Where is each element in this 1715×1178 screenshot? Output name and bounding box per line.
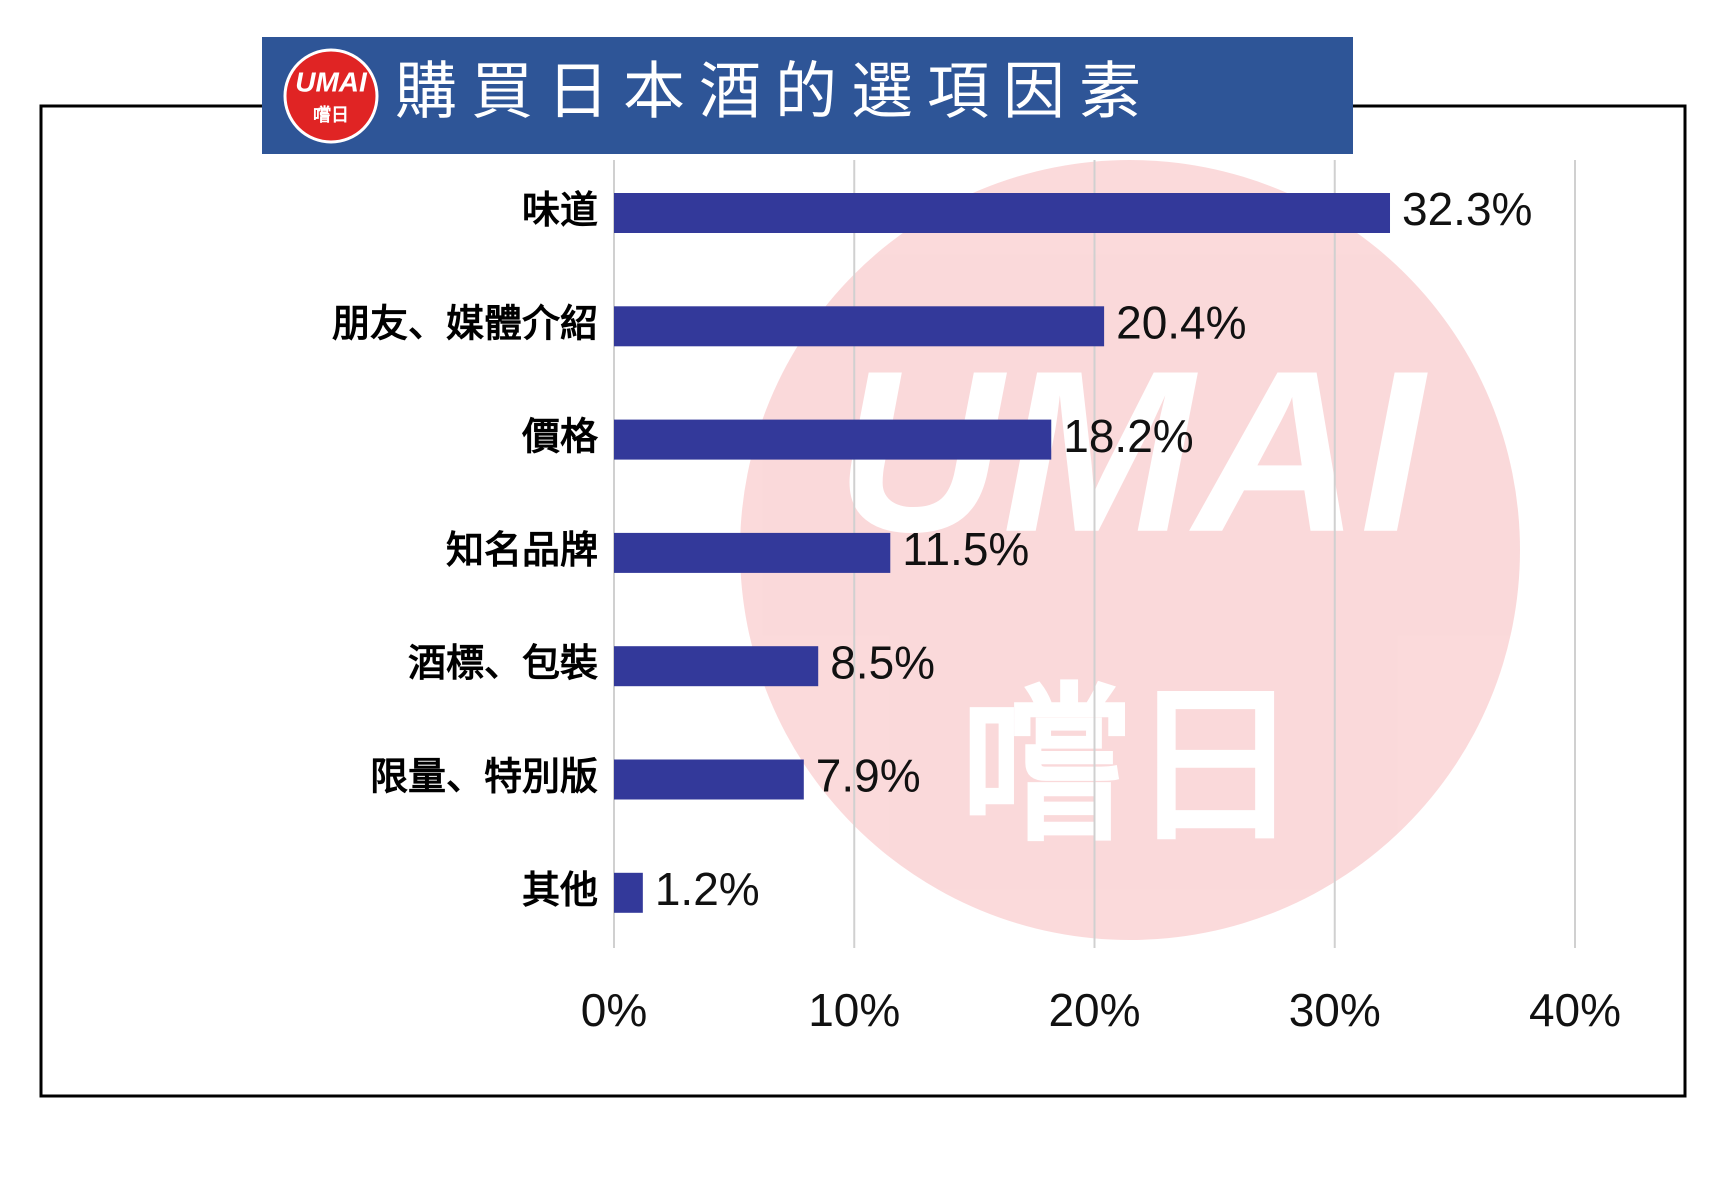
chart-frame (39, 104, 1687, 1098)
bar (614, 646, 819, 687)
data-label: 20.4% (1116, 296, 1246, 348)
data-label: 1.2% (655, 863, 760, 915)
bar (614, 532, 891, 573)
logo (283, 48, 379, 144)
x-tick-label: 20% (1048, 984, 1140, 1036)
data-label: 7.9% (816, 750, 921, 802)
x-tick-label: 0% (581, 984, 647, 1036)
data-label: 32.3% (1402, 183, 1532, 235)
watermark: UMAI 嚐日 (740, 160, 1520, 940)
data-label: 8.5% (830, 636, 935, 688)
data-label: 18.2% (1063, 410, 1193, 462)
bar (614, 872, 643, 913)
bar (614, 419, 1052, 460)
watermark-text: 嚐日 (960, 672, 1300, 862)
y-tick-label: 限量、特別版 (370, 757, 598, 799)
watermark-circle (740, 160, 1520, 940)
y-tick-label: 知名品牌 (446, 530, 598, 572)
y-tick-label: 價格 (521, 417, 599, 459)
y-tick-label: 味道 (522, 190, 598, 232)
bar (614, 759, 804, 800)
y-tick-label: 酒標、包裝 (408, 643, 598, 685)
x-tick-label: 30% (1289, 984, 1381, 1036)
logo-text: 嚐日 (313, 105, 349, 125)
chart-title: 購買日本酒的選項因素 (395, 57, 1155, 126)
bar (614, 193, 1391, 233)
logo-text: UMAI (295, 66, 368, 97)
y-tick-label: 其他 (522, 870, 598, 912)
title-banner (262, 37, 1353, 154)
y-tick-label: 朋友、媒體介紹 (332, 303, 598, 345)
x-tick-label: 40% (1529, 984, 1621, 1036)
x-tick-label: 10% (808, 984, 900, 1036)
bar (614, 306, 1105, 347)
data-label: 11.5% (902, 523, 1029, 575)
